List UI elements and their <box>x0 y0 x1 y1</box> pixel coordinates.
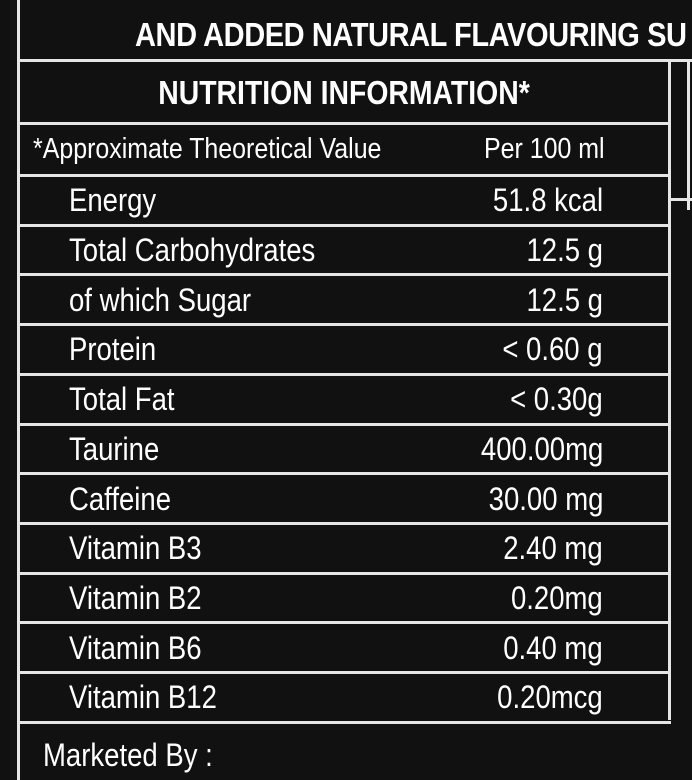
nutrient-name: of which Sugar <box>69 281 252 318</box>
divider-top <box>17 59 692 62</box>
nutrient-value: 30.00 mg <box>488 480 603 517</box>
nutrient-row: of which Sugar 12.5 g <box>19 275 669 325</box>
nutrient-value: 0.20mcg <box>497 679 603 716</box>
nutrient-row: Total Fat < 0.30g <box>19 375 669 425</box>
nutrient-name: Vitamin B2 <box>69 579 202 616</box>
table-title: NUTRITION INFORMATION* <box>158 74 530 111</box>
nutrient-row: Taurine 400.00mg <box>19 425 669 475</box>
header-per-label: Per 100 ml <box>484 132 605 165</box>
nutrient-name: Vitamin B3 <box>69 530 202 567</box>
nutrient-name: Total Carbohydrates <box>69 232 316 269</box>
ingredients-top-line: AND ADDED NATURAL FLAVOURING SU <box>135 16 687 53</box>
row-divider <box>17 621 671 625</box>
right-border <box>668 60 671 720</box>
row-divider <box>17 422 671 426</box>
nutrient-row: Energy 51.8 kcal <box>19 176 669 226</box>
marketed-by-label: Marketed By : <box>43 737 213 773</box>
nutrient-value: 0.40 mg <box>503 629 603 666</box>
nutrient-row: Total Carbohydrates 12.5 g <box>19 226 669 276</box>
nutrient-value: 51.8 kcal <box>492 182 603 219</box>
nutrient-value: 12.5 g <box>526 281 603 318</box>
nutrient-value: 0.20mg <box>511 579 603 616</box>
row-divider <box>17 273 671 277</box>
row-divider <box>17 323 671 327</box>
nutrient-name: Caffeine <box>69 480 172 517</box>
header-basis-label: *Approximate Theoretical Value <box>33 132 382 165</box>
nutrient-name: Taurine <box>69 430 160 467</box>
nutrient-row: Vitamin B6 0.40 mg <box>19 623 669 673</box>
nutrient-name: Protein <box>69 331 157 368</box>
row-divider <box>17 472 671 476</box>
nutrient-name: Vitamin B6 <box>69 629 202 666</box>
row-divider <box>17 720 671 724</box>
nutrient-row: Vitamin B12 0.20mcg <box>19 673 669 723</box>
row-divider <box>17 671 671 674</box>
table-header-row: *Approximate Theoretical Value Per 100 m… <box>19 124 669 174</box>
nutrient-row: Protein < 0.60 g <box>19 325 669 375</box>
side-tick <box>668 198 692 201</box>
divider-header <box>17 174 671 177</box>
nutrient-row: Vitamin B2 0.20mg <box>19 574 669 624</box>
nutrient-value: 2.40 mg <box>503 530 603 567</box>
nutrient-value: < 0.60 g <box>502 331 603 368</box>
side-box-border <box>687 60 690 210</box>
nutrient-row: Vitamin B3 2.40 mg <box>19 524 669 574</box>
row-divider <box>17 372 671 376</box>
nutrient-row: Caffeine 30.00 mg <box>19 474 669 524</box>
row-divider <box>17 521 671 525</box>
nutrient-name: Energy <box>69 182 157 219</box>
nutrient-value: < 0.30g <box>510 381 603 418</box>
row-divider <box>17 223 671 227</box>
nutrient-value: 400.00mg <box>480 430 603 467</box>
nutrient-name: Total Fat <box>69 381 175 418</box>
divider-title <box>17 122 671 125</box>
row-divider <box>17 571 671 575</box>
nutrient-value: 12.5 g <box>526 232 603 269</box>
nutrient-name: Vitamin B12 <box>69 679 217 716</box>
left-border <box>17 0 20 780</box>
